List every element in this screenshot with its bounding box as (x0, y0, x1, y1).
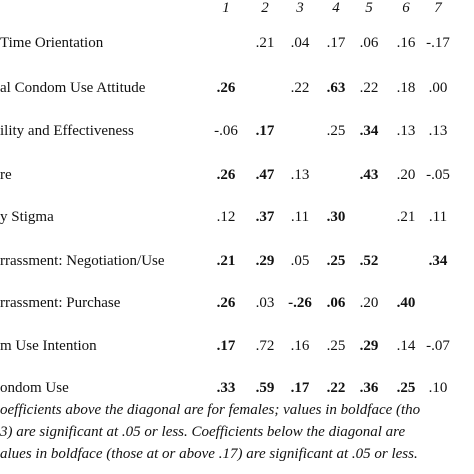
table-row: ondom Use .33 .59 .17 .22 .36 .25 .10 (0, 376, 474, 400)
table-cell: .16 (396, 35, 416, 51)
table-row: rrassment: Negotiation/Use .21 .29 .05 .25 .5… (0, 249, 474, 273)
row-label: rrassment: Purchase (0, 295, 121, 311)
table-cell: .37 (255, 209, 275, 225)
column-header-3: 3 (296, 0, 304, 16)
row-label: y Stigma (0, 209, 54, 225)
column-header-7: 7 (434, 0, 442, 16)
table-cell: .40 (396, 295, 416, 311)
table-cell: .29 (255, 253, 275, 269)
table-cell: .36 (359, 380, 379, 396)
table-row: Time Orientation .21 .04 .17 .06 .16 -.17 (0, 31, 474, 55)
table-cell: -.26 (288, 295, 312, 311)
column-header-5: 5 (365, 0, 373, 16)
table-cell: .13 (396, 123, 416, 139)
note-line-2: 3) are significant at .05 or less. Coeff… (0, 424, 406, 440)
table-cell: .22 (359, 80, 379, 96)
table-cell: .26 (216, 295, 236, 311)
table-cell: .47 (255, 167, 275, 183)
row-label: ility and Effectiveness (0, 123, 134, 139)
table-cell: .14 (396, 338, 416, 354)
table-cell: .25 (396, 380, 416, 396)
row-label: rrassment: Negotiation/Use (0, 253, 165, 269)
row-label: re (0, 167, 12, 183)
column-header-6: 6 (402, 0, 410, 16)
table-cell: .03 (255, 295, 275, 311)
table-cell: .12 (216, 209, 236, 225)
table-cell: .25 (326, 338, 346, 354)
row-label: ondom Use (0, 380, 69, 396)
table-cell: .21 (216, 253, 236, 269)
row-label: al Condom Use Attitude (0, 80, 146, 96)
table-cell: .30 (326, 209, 346, 225)
table-cell: .43 (359, 167, 379, 183)
column-header-1: 1 (222, 0, 230, 16)
table-row: rrassment: Purchase .26 .03 -.26 .06 .20 .40 (0, 291, 474, 315)
table-row: m Use Intention .17 .72 .16 .25 .29 .14 -.07 (0, 334, 474, 358)
table-row: ility and Effectiveness -.06 .17 .25 .34 .13.… (0, 119, 474, 143)
table-cell: -.05 (426, 167, 450, 183)
table-cell: .52 (359, 253, 379, 269)
table-cell: .72 (255, 338, 275, 354)
table-cell: .34 (359, 123, 379, 139)
table-cell: .20 (396, 167, 416, 183)
table-cell: .21 (396, 209, 416, 225)
column-header-4: 4 (332, 0, 340, 16)
table-cell: .17 (326, 35, 346, 51)
table-cell: .25 (326, 253, 346, 269)
table-cell: .22 (326, 380, 346, 396)
table-cell: .06 (359, 35, 379, 51)
table-cell: .18 (396, 80, 416, 96)
note-line-1: oefficients above the diagonal are for f… (0, 402, 421, 418)
row-label: Time Orientation (0, 35, 104, 51)
table-cell: .13 (290, 167, 310, 183)
table-cell: .10 (428, 380, 448, 396)
table-cell: .33 (216, 380, 236, 396)
table-cell: .25 (326, 123, 346, 139)
table-cell: -.17 (426, 35, 450, 51)
table-cell: .11 (428, 209, 448, 225)
table-cell: .63 (326, 80, 346, 96)
table-cell: .22 (290, 80, 310, 96)
table-cell: .59 (255, 380, 275, 396)
table-row: al Condom Use Attitude .26 .22 .63 .22 .18 .00 (0, 76, 474, 100)
table-cell: .17 (290, 380, 310, 396)
table-row: re .26 .47 .13 .43 .20 -.05 (0, 163, 474, 187)
table-cell: .20 (359, 295, 379, 311)
table-cell: .13 (428, 123, 448, 139)
table-cell: .26 (216, 80, 236, 96)
table-cell: .11 (290, 209, 310, 225)
table-cell: .17 (216, 338, 236, 354)
row-label: m Use Intention (0, 338, 97, 354)
table-cell: .00 (428, 80, 448, 96)
table-cell: .04 (290, 35, 310, 51)
table-row: y Stigma .12 .37 .11 .30 .21 .11 (0, 205, 474, 229)
table-cell: .34 (428, 253, 448, 269)
table-cell: .17 (255, 123, 275, 139)
table-cell: -.07 (426, 338, 450, 354)
table-cell: .05 (290, 253, 310, 269)
table-cell: .21 (255, 35, 275, 51)
column-header-2: 2 (261, 0, 269, 16)
table-cell: -.06 (214, 123, 238, 139)
table-cell: .29 (359, 338, 379, 354)
table-cell: .16 (290, 338, 310, 354)
table-cell: .06 (326, 295, 346, 311)
table-cell: .26 (216, 167, 236, 183)
note-line-3: alues in boldface (those at or above .17… (0, 446, 418, 462)
